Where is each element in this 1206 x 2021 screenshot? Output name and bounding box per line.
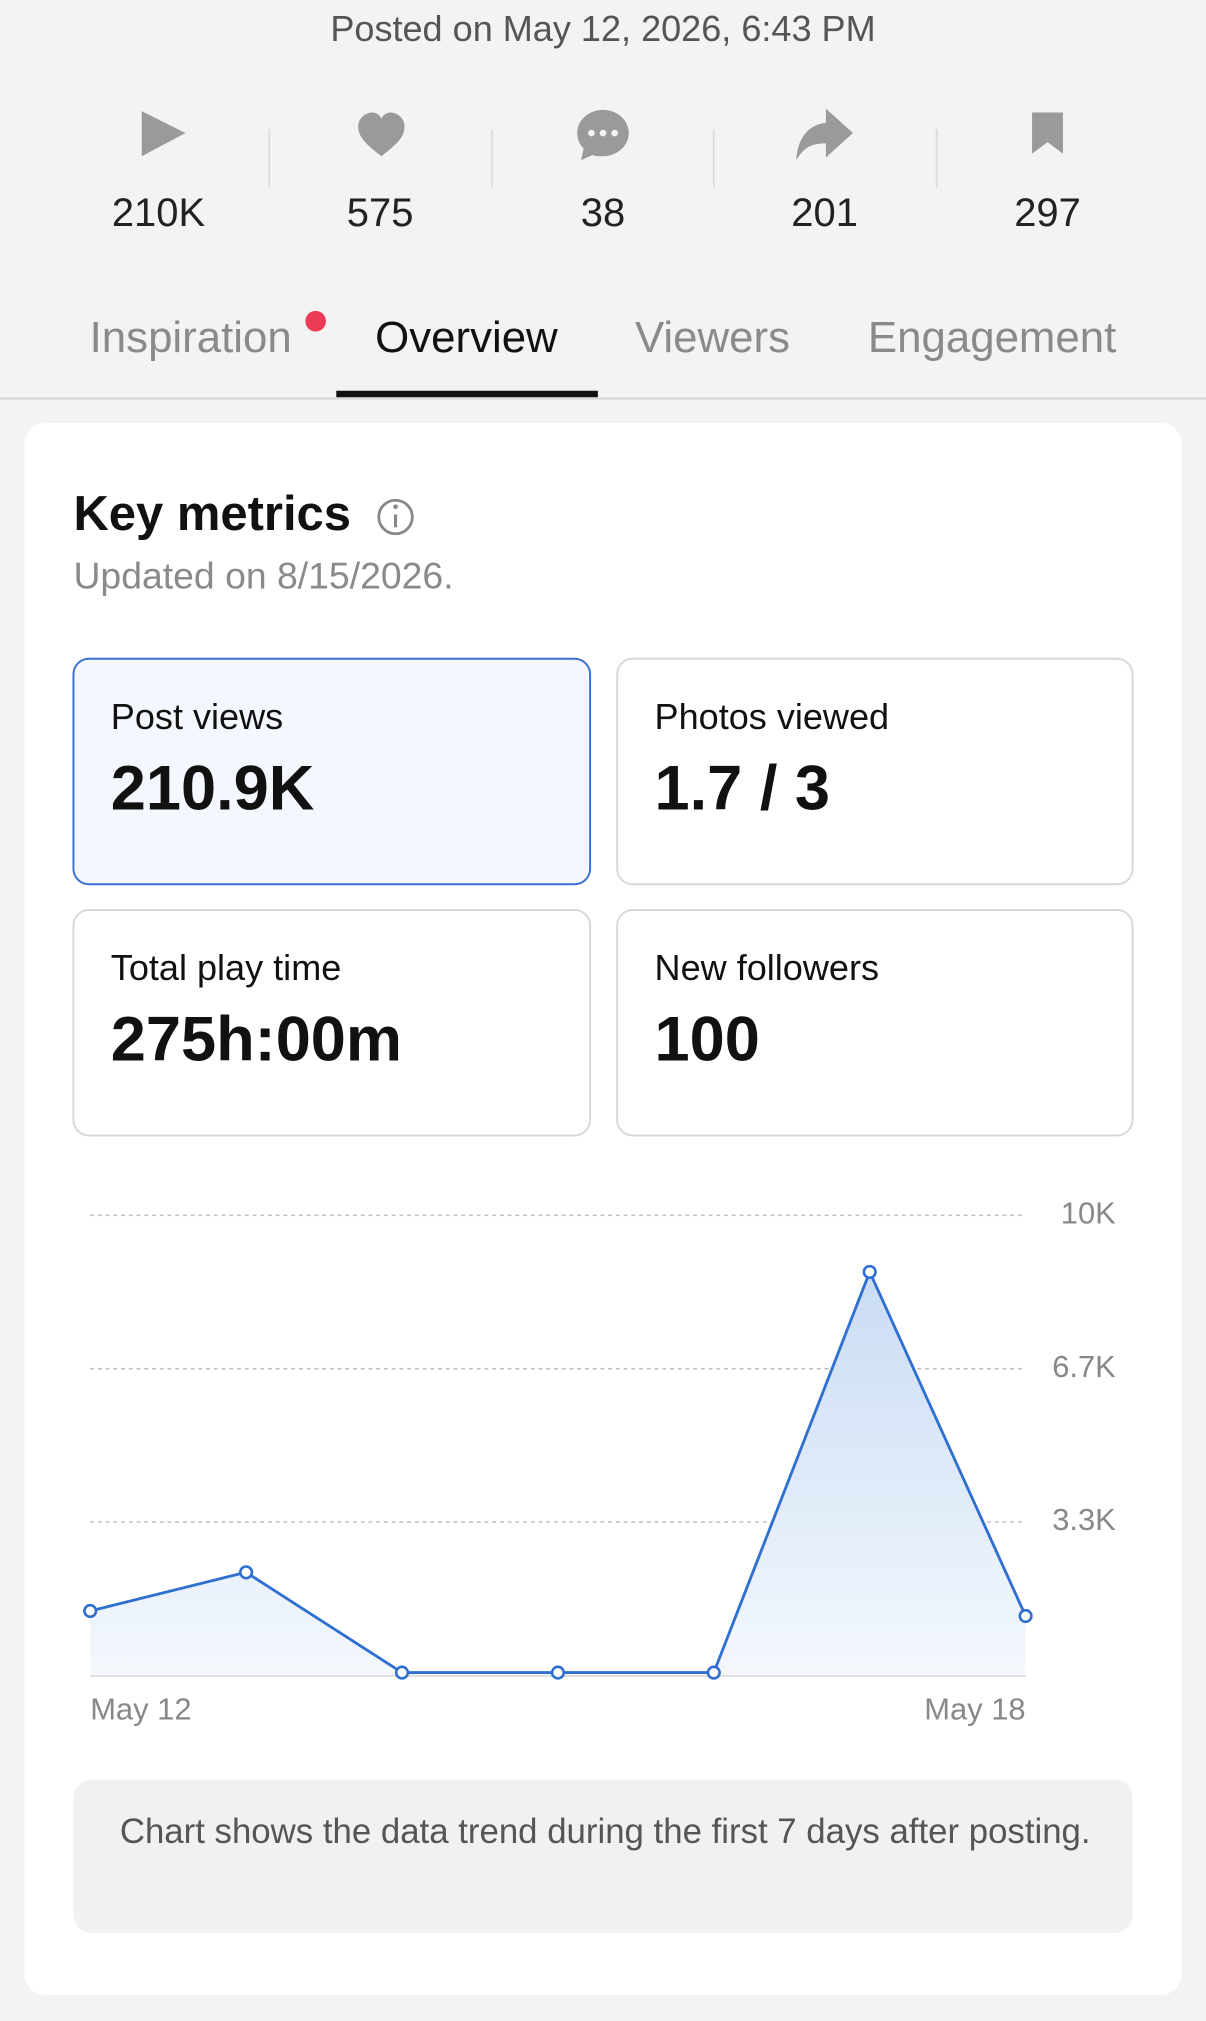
data-point xyxy=(706,1665,721,1680)
share-icon[interactable] xyxy=(796,108,853,161)
metric-value: 275h:00m xyxy=(111,1005,402,1075)
area xyxy=(90,1271,1026,1676)
data-point xyxy=(83,1603,98,1619)
metric-card[interactable] xyxy=(616,657,1134,886)
y-tick-label: 10K xyxy=(1061,1196,1116,1231)
metric-label: New followers xyxy=(655,947,879,988)
note-box xyxy=(73,1779,1133,1934)
stat-separators xyxy=(268,129,938,188)
card-title: Key metrics xyxy=(73,487,351,541)
stat-views: 210K xyxy=(112,191,206,235)
data-point xyxy=(394,1665,410,1680)
tab[interactable]: Inspiration xyxy=(90,313,292,362)
updated-date: Updated on 8/15/2026. xyxy=(73,555,453,597)
stat-shares: 201 xyxy=(791,191,858,235)
metric-card[interactable] xyxy=(72,909,592,1137)
x-tick-label: May 12 xyxy=(90,1692,191,1727)
stat-comments: 38 xyxy=(581,191,625,235)
like-icon[interactable] xyxy=(358,112,405,157)
data-point xyxy=(550,1665,565,1680)
data-point xyxy=(1018,1608,1033,1624)
y-tick-label: 6.7K xyxy=(1052,1349,1116,1384)
tab-underline xyxy=(336,390,598,398)
play-icon[interactable] xyxy=(141,111,186,157)
metric-value: 210.9K xyxy=(111,753,315,823)
tab-active[interactable]: Overview xyxy=(375,313,558,362)
metric-card-selected[interactable] xyxy=(72,657,592,886)
metric-label: Post views xyxy=(111,696,283,737)
posted-date: Posted on May 12, 2026, 6:43 PM xyxy=(330,8,875,49)
y-tick-label: 3.3K xyxy=(1052,1502,1116,1537)
metric-value: 1.7 / 3 xyxy=(655,753,830,823)
tab[interactable]: Engagement xyxy=(868,313,1116,362)
info-icon[interactable] xyxy=(377,498,414,536)
chart-note: Chart shows the data trend during the fi… xyxy=(119,1811,1091,1851)
metric-label: Photos viewed xyxy=(655,696,890,737)
metric-label: Total play time xyxy=(111,947,341,988)
metric-card[interactable] xyxy=(616,909,1134,1137)
data-point xyxy=(862,1264,877,1280)
note-container: Chart shows the data trend during the fi… xyxy=(119,1811,1091,1851)
notification-dot xyxy=(305,310,326,332)
data-point xyxy=(239,1565,254,1580)
tab[interactable]: Viewers xyxy=(635,313,790,362)
x-tick-label: May 18 xyxy=(924,1692,1025,1727)
bookmark-icon[interactable] xyxy=(1032,112,1063,154)
stat-icons xyxy=(141,108,1063,161)
stat-likes: 575 xyxy=(347,191,414,235)
stat-saves: 297 xyxy=(1014,191,1081,235)
metric-value: 100 xyxy=(655,1005,760,1075)
